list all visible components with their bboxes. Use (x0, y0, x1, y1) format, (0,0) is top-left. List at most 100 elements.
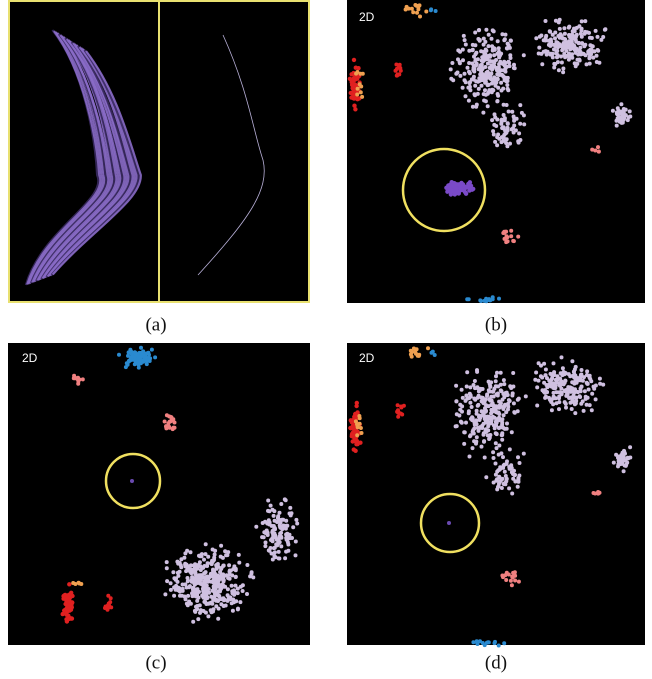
dot (472, 379, 477, 383)
dot (67, 582, 72, 587)
dot (469, 405, 474, 409)
dot (210, 547, 215, 552)
dot (162, 419, 167, 424)
dot (493, 472, 498, 477)
dot (511, 384, 516, 389)
dot (485, 91, 490, 96)
dot (138, 354, 143, 359)
dot (536, 51, 541, 56)
dot (136, 365, 141, 370)
dot (223, 549, 228, 554)
dot (501, 392, 506, 396)
dot (550, 376, 555, 381)
dot (167, 419, 172, 424)
dot (482, 298, 487, 303)
dot (462, 71, 467, 76)
dot (191, 563, 196, 568)
dot (463, 191, 469, 196)
dot (293, 539, 298, 544)
dot (497, 443, 502, 448)
dot (497, 475, 502, 480)
caption: (a) (145, 314, 166, 335)
dot (619, 455, 624, 459)
dot (429, 350, 434, 355)
dot (462, 441, 467, 446)
dot (574, 380, 579, 385)
dot (494, 432, 499, 437)
dot (478, 298, 483, 303)
dot (486, 420, 491, 425)
dot (460, 85, 465, 90)
dot (474, 79, 479, 84)
dot (457, 413, 462, 418)
dot (288, 505, 293, 510)
dot (219, 602, 224, 607)
dot (227, 576, 232, 581)
dot (475, 386, 480, 391)
dot (565, 392, 570, 397)
dot (508, 578, 513, 583)
dot (271, 532, 276, 537)
dot (593, 491, 598, 496)
dot (399, 405, 404, 410)
dot (424, 9, 429, 14)
dot (446, 183, 451, 188)
dot (462, 184, 468, 189)
dot (206, 554, 211, 559)
dot (614, 452, 619, 457)
dot (260, 535, 265, 540)
dot (270, 557, 275, 562)
dot (351, 93, 356, 99)
dot (494, 58, 498, 62)
dot (583, 396, 588, 401)
dot (624, 462, 629, 467)
dot (471, 431, 476, 436)
dot (518, 103, 523, 108)
dot (458, 419, 463, 424)
dot (510, 391, 515, 396)
dot (352, 103, 357, 108)
dot (183, 582, 188, 587)
dot (491, 450, 496, 455)
dot (536, 361, 541, 366)
dot (562, 31, 567, 36)
dot (202, 571, 207, 576)
dot (486, 32, 491, 37)
dot (491, 88, 496, 93)
dot (489, 411, 494, 416)
dot (357, 82, 362, 87)
dot (276, 549, 281, 554)
dot (502, 118, 507, 123)
dot (603, 27, 608, 32)
dot (353, 107, 358, 112)
dot (477, 76, 482, 81)
dot (271, 546, 276, 551)
dot (575, 390, 580, 395)
dot (498, 382, 503, 387)
dot (277, 510, 282, 515)
dot (186, 593, 191, 598)
dot (517, 461, 522, 465)
dot (504, 141, 509, 145)
dot (593, 28, 598, 33)
dot (170, 427, 175, 432)
dot (535, 385, 540, 390)
dot (502, 133, 507, 137)
dot (560, 43, 565, 48)
dot (553, 36, 557, 41)
dot (564, 48, 569, 53)
dot (614, 123, 619, 128)
dot (486, 404, 491, 409)
dot (554, 51, 559, 56)
dot (205, 595, 210, 600)
dot (469, 187, 475, 192)
dot (209, 610, 214, 615)
dot (543, 373, 548, 378)
dot (505, 421, 509, 426)
dot (409, 6, 414, 11)
dot (233, 583, 238, 588)
dot (284, 518, 289, 523)
dot (460, 47, 465, 52)
dot (564, 405, 568, 410)
